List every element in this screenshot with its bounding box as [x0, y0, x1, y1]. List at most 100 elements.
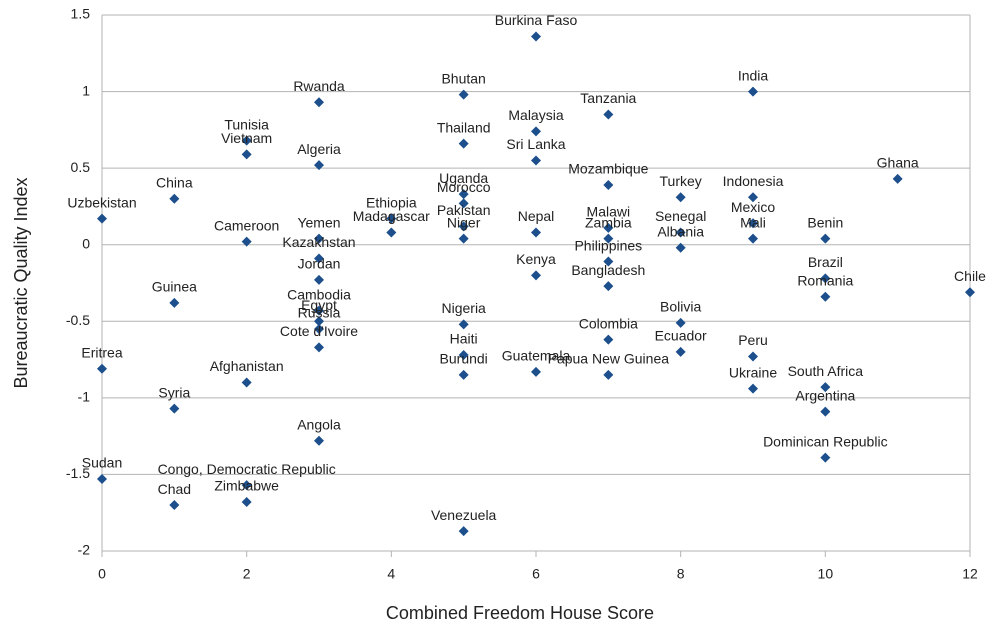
point [386, 227, 397, 238]
point-label: Egypt [301, 297, 337, 313]
point-label: Tanzania [580, 90, 636, 106]
point [241, 135, 252, 146]
point-label: Kazakhstan [282, 234, 355, 250]
point [241, 377, 252, 388]
point-label: Cote d'Ivoire [280, 323, 358, 339]
x-tick-label: 6 [532, 566, 540, 582]
point [820, 233, 831, 244]
point-label: Mali [740, 214, 766, 230]
point-label: Dominican Republic [763, 433, 888, 449]
point-label: Peru [738, 332, 768, 348]
point-label: Ethiopia [366, 194, 417, 210]
point-label: Morocco [437, 179, 491, 195]
point [314, 233, 324, 244]
point [603, 179, 614, 190]
point-label: South Africa [788, 363, 864, 379]
point [603, 281, 614, 292]
x-tick-label: 2 [243, 566, 251, 582]
point [241, 496, 252, 507]
point [603, 233, 614, 244]
point [314, 253, 324, 264]
point-label: Pakistan [437, 202, 491, 218]
point [531, 126, 541, 137]
point [748, 351, 758, 362]
point-label: Vietnam [221, 130, 272, 146]
point-label: Haiti [450, 331, 478, 347]
y-tick-label: -1 [78, 389, 91, 405]
point-label: Papua New Guinea [548, 351, 670, 367]
point [97, 474, 107, 485]
point [314, 342, 324, 353]
point [241, 149, 252, 160]
point-label: Sudan [82, 455, 122, 471]
point-label: Eritrea [81, 344, 122, 360]
point [603, 334, 614, 345]
point [675, 192, 686, 203]
point-label: Nigeria [441, 300, 486, 316]
y-tick-label: -0.5 [66, 312, 90, 328]
point-label: Madagascar [353, 208, 430, 224]
point [314, 323, 324, 334]
point [241, 480, 252, 491]
point [458, 89, 469, 100]
x-axis-title: Combined Freedom House Score [386, 603, 654, 623]
point-label: Mozambique [568, 161, 648, 177]
point [748, 383, 758, 394]
point [386, 213, 397, 224]
point-label: Chile [954, 268, 986, 284]
y-tick-label: 1 [82, 82, 90, 98]
point-label: Ukraine [729, 364, 777, 380]
point-label: Philippines [574, 237, 642, 253]
point-label: Malaysia [508, 107, 563, 123]
point-label: Malawi [587, 204, 631, 220]
point-label: Romania [797, 272, 853, 288]
point [603, 109, 614, 120]
point-label: India [738, 67, 769, 83]
y-tick-label: -2 [78, 542, 91, 558]
point [458, 319, 469, 330]
point [97, 363, 107, 374]
point [820, 382, 831, 393]
point [314, 305, 324, 316]
point-label: Tunisia [224, 116, 269, 132]
point [531, 270, 541, 281]
point-label: Venezuela [431, 507, 497, 523]
point [820, 452, 831, 463]
point [820, 291, 831, 302]
point-label: Afghanistan [210, 358, 284, 374]
point-label: China [156, 174, 193, 190]
point-label: Mexico [731, 199, 776, 215]
point [314, 160, 324, 171]
y-tick-label: 1.5 [71, 6, 91, 22]
point-label: Rwanda [293, 78, 345, 94]
point [748, 233, 758, 244]
point-label: Argentina [795, 387, 855, 403]
point-label: Russia [298, 305, 341, 321]
point-label: Burundi [440, 351, 488, 367]
y-tick-label: 0.5 [71, 159, 91, 175]
point [314, 316, 324, 327]
point-label: Ecuador [655, 328, 707, 344]
point-label: Albania [657, 223, 704, 239]
point [531, 366, 541, 377]
y-tick-label: -1.5 [66, 465, 90, 481]
point-label: Bhutan [441, 70, 485, 86]
y-axis-title: Bureaucratic Quality Index [11, 177, 31, 388]
x-tick-label: 0 [98, 566, 106, 582]
point-label: Jordan [298, 256, 341, 272]
point-label: Nepal [518, 208, 555, 224]
point-label: Congo, Democratic Republic [158, 461, 336, 477]
point [458, 221, 469, 232]
point-label: Zimbabwe [214, 478, 279, 494]
point [603, 222, 614, 233]
point-label: Indonesia [723, 173, 784, 189]
point [458, 189, 469, 200]
point-label: Kenya [516, 251, 556, 267]
point-label: Brazil [808, 254, 843, 270]
point [458, 349, 469, 360]
point-label: Benin [807, 214, 843, 230]
point [169, 297, 180, 308]
point [820, 406, 831, 417]
point-label: Guinea [152, 279, 197, 295]
